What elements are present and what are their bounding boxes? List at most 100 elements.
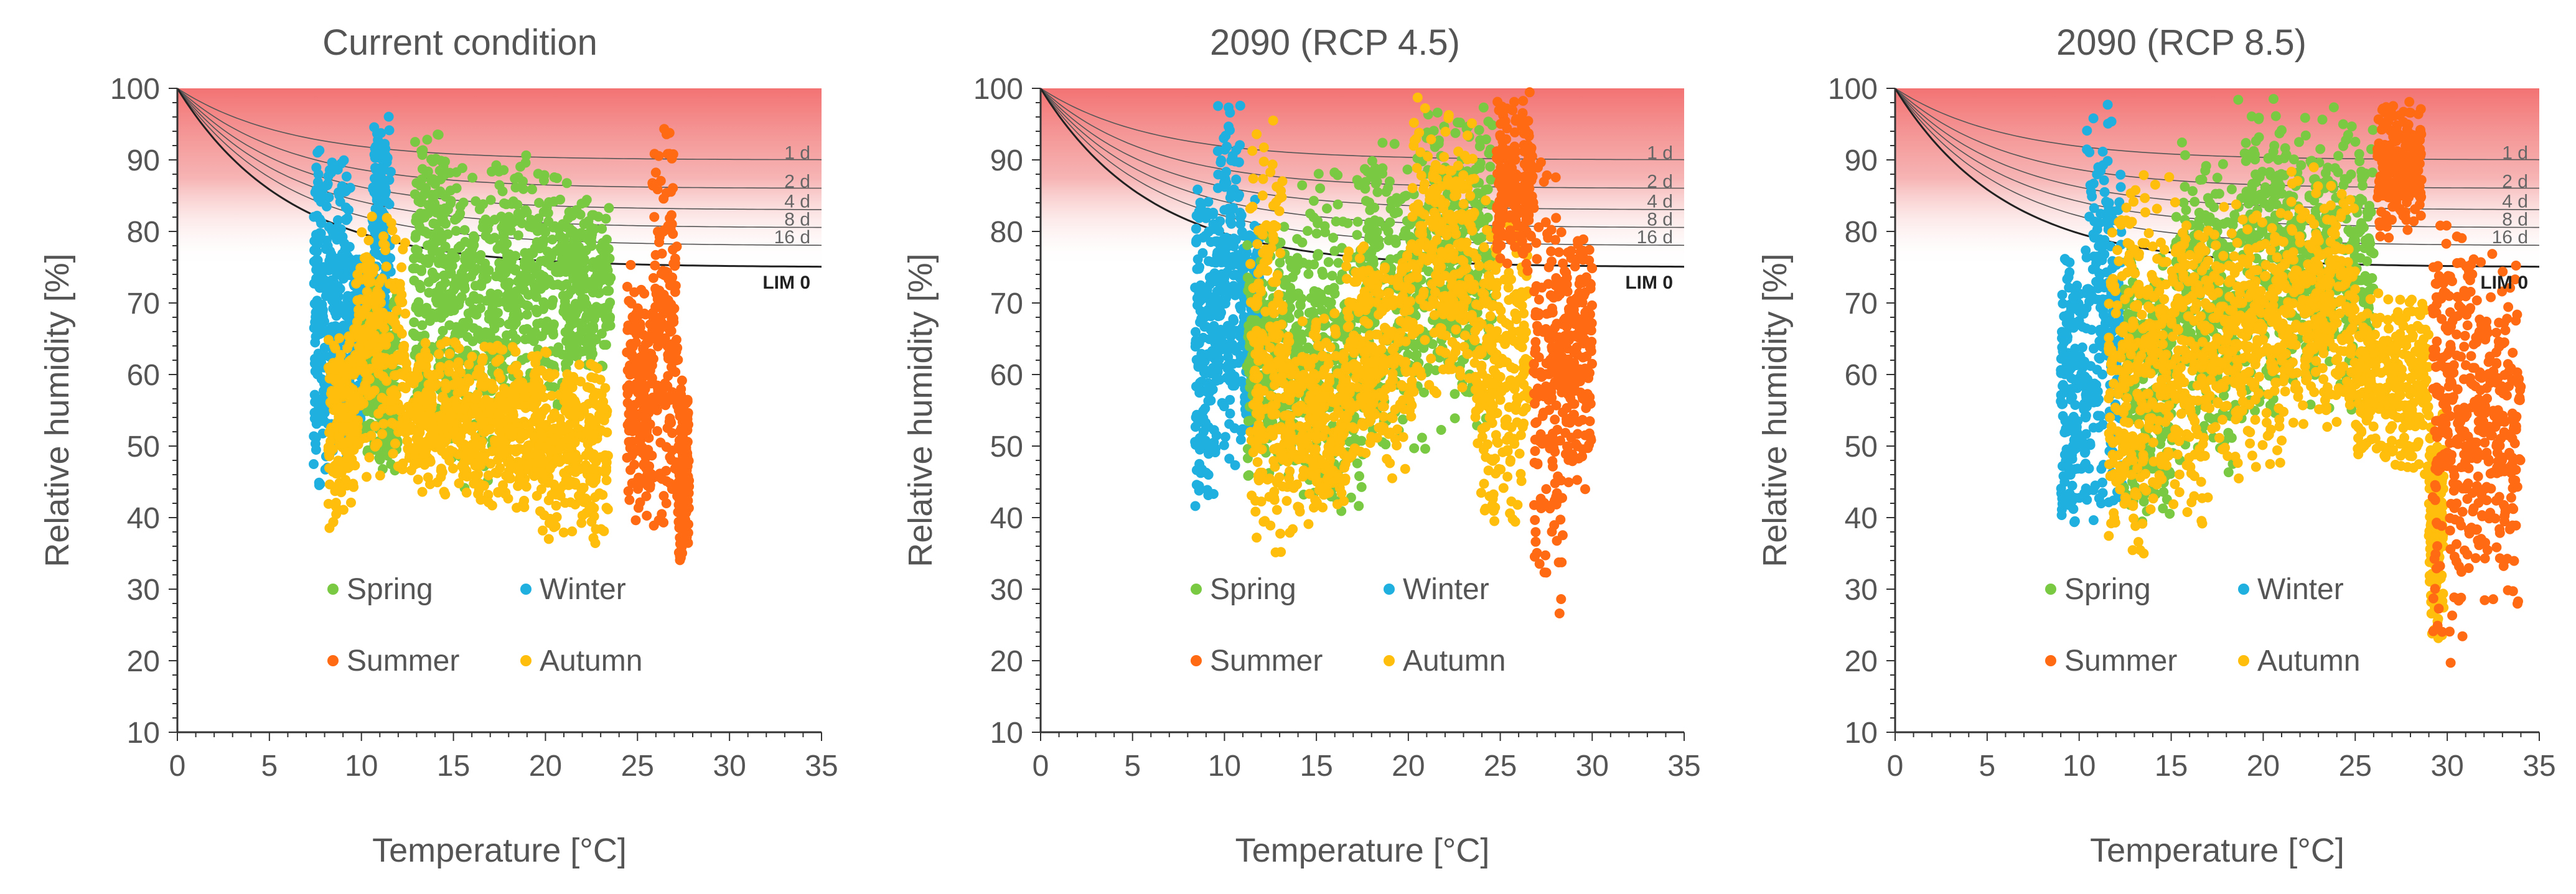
data-point <box>332 362 342 373</box>
data-point <box>517 429 528 439</box>
data-point <box>396 328 407 339</box>
data-point <box>1231 174 1242 185</box>
data-point <box>455 208 466 219</box>
data-point <box>441 294 452 305</box>
data-point <box>1235 100 1245 111</box>
data-point <box>562 433 573 444</box>
data-point <box>657 248 667 259</box>
data-point <box>573 454 583 464</box>
data-point <box>374 316 385 327</box>
data-point <box>627 325 637 335</box>
data-point <box>1222 363 1233 374</box>
data-point <box>388 449 398 459</box>
data-point <box>491 356 502 367</box>
data-point <box>1191 223 1201 234</box>
data-point <box>385 406 395 416</box>
data-point <box>402 411 413 421</box>
data-point <box>354 310 364 320</box>
data-point <box>545 463 555 473</box>
data-point <box>588 287 598 298</box>
data-point <box>1478 102 1489 113</box>
data-point <box>1417 432 1427 443</box>
data-point <box>622 452 632 463</box>
chart-title: 2090 (RCP 4.5) <box>1210 22 1460 63</box>
data-point <box>335 284 345 294</box>
data-point <box>1354 501 1364 511</box>
data-point <box>508 315 519 325</box>
data-point <box>561 178 572 189</box>
data-point <box>668 244 678 255</box>
data-point <box>1383 226 1393 237</box>
data-point <box>370 143 380 154</box>
data-point <box>1323 257 1334 268</box>
data-point <box>1311 291 1321 301</box>
data-point <box>444 348 455 359</box>
legend-marker <box>520 584 532 595</box>
data-point <box>1192 254 1203 264</box>
data-point <box>515 162 526 172</box>
risk-curve-label: 2 d <box>784 172 810 192</box>
data-point <box>1298 258 1308 268</box>
data-point <box>661 465 672 476</box>
data-point <box>519 391 530 402</box>
lim-label: LIM 0 <box>762 272 810 293</box>
data-point <box>400 383 411 394</box>
data-point <box>1337 217 1348 227</box>
data-point <box>388 314 399 324</box>
data-point <box>1303 269 1314 279</box>
data-point <box>1227 373 1238 383</box>
data-point <box>683 538 693 548</box>
data-point <box>450 253 461 263</box>
data-point <box>579 294 590 304</box>
data-point <box>551 266 561 277</box>
data-point <box>328 517 339 528</box>
data-point <box>416 197 426 208</box>
data-point <box>373 408 384 419</box>
data-point <box>536 331 546 342</box>
data-point <box>500 216 510 226</box>
data-point <box>677 375 687 386</box>
data-point <box>1367 156 1377 166</box>
data-point <box>543 217 554 226</box>
data-point <box>649 149 660 159</box>
legend-entry: Autumn <box>540 645 642 677</box>
data-point <box>652 426 663 436</box>
data-point <box>309 358 320 369</box>
data-point <box>375 297 386 308</box>
data-point <box>655 337 666 348</box>
data-point <box>1329 246 1340 256</box>
data-point <box>520 207 530 217</box>
data-point <box>384 125 395 136</box>
data-point <box>471 309 482 320</box>
data-point <box>1192 300 1202 310</box>
data-point <box>653 381 663 392</box>
data-point <box>427 230 438 240</box>
data-point <box>315 479 326 490</box>
data-point <box>682 394 693 405</box>
data-point <box>1432 108 1443 118</box>
data-point <box>493 487 503 497</box>
data-point <box>380 139 390 149</box>
data-point <box>603 300 614 311</box>
data-point <box>533 377 544 388</box>
data-point <box>493 297 503 307</box>
data-point <box>577 319 588 330</box>
data-point <box>632 425 643 435</box>
data-point <box>411 230 421 240</box>
data-point <box>349 405 360 416</box>
data-point <box>590 420 601 431</box>
data-point <box>321 201 332 212</box>
data-point <box>532 319 543 329</box>
data-point <box>580 346 590 356</box>
data-point <box>1308 307 1319 318</box>
risk-curve <box>177 88 822 161</box>
data-point <box>384 332 395 343</box>
data-point <box>574 432 585 442</box>
data-point <box>633 361 644 371</box>
data-point <box>470 432 480 442</box>
data-point <box>423 277 434 287</box>
data-point <box>527 184 537 195</box>
data-point <box>505 444 515 455</box>
data-point <box>423 166 433 177</box>
data-point <box>326 398 337 409</box>
